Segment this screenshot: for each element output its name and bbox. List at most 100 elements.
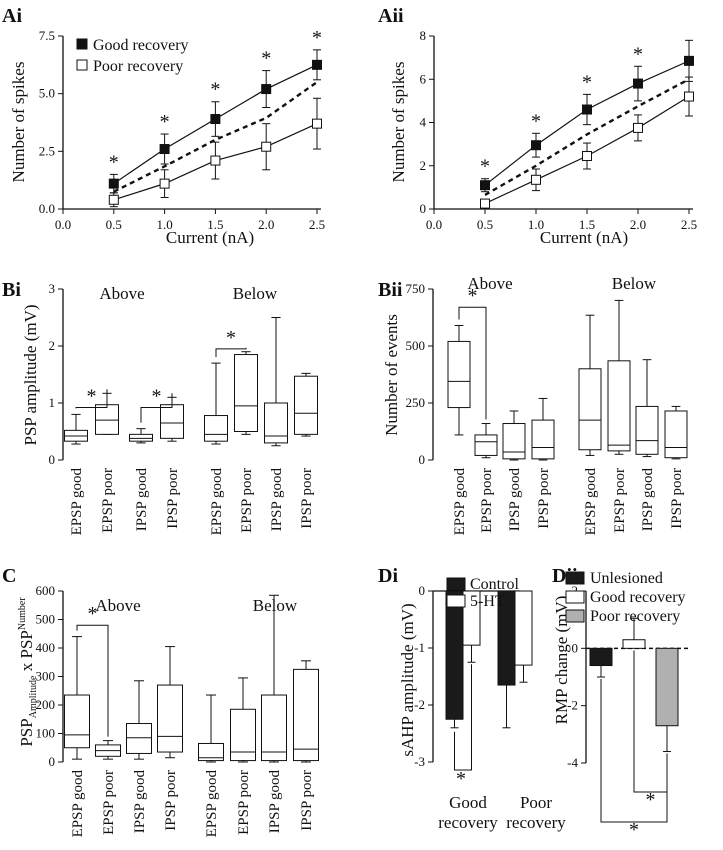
dii-sig-star: *: [629, 819, 639, 841]
ai-sig-star: *: [312, 27, 322, 49]
bii-box: [447, 340, 471, 409]
ai-y-tick-label: 0.0: [39, 201, 55, 216]
c-box: [261, 694, 287, 762]
bii-category-label: IPSP good: [640, 468, 656, 532]
ai-y-tick-label: 2.5: [39, 143, 55, 158]
bi-box: [129, 433, 153, 442]
panel-label-Di: Di: [378, 565, 398, 587]
bii-box: [531, 419, 555, 460]
bi-y-tick-label: 2: [49, 338, 56, 353]
di-y-tick-label: -2: [414, 697, 425, 712]
aii-point: [480, 180, 490, 191]
bii-category-label: IPSP poor: [536, 468, 552, 529]
ai-point: [312, 59, 322, 70]
panel-label-Ai: Ai: [2, 5, 22, 27]
di-bar: [445, 590, 464, 720]
di-bar: [514, 590, 533, 666]
bi-category-label: EPSP poor: [239, 468, 255, 533]
bii-y-tick-label: 0: [419, 452, 426, 467]
bii-sig-bracket: [458, 306, 487, 420]
bii-category-label: EPSP good: [583, 468, 599, 536]
bi-box: [95, 404, 119, 435]
ai-sig-star: *: [160, 111, 170, 133]
ai-x-tick-label: 1.0: [156, 217, 172, 232]
aii-point: [531, 174, 541, 185]
dii-y-tick-label: 0: [572, 640, 579, 655]
c-sig-bracket: [76, 624, 109, 737]
aii-y-tick-label: 0: [420, 201, 427, 216]
c-box: [198, 742, 224, 762]
ai-xlabel: Current (nA): [166, 228, 254, 247]
dii-y-tick-label: -2: [567, 698, 578, 713]
dii-legend-label: Unlesioned: [590, 570, 663, 587]
di-sig-star: *: [456, 768, 466, 790]
di-sig-bracket: [454, 664, 472, 771]
aii-sig-star: *: [480, 156, 490, 178]
ai-sig-star: *: [210, 79, 220, 101]
aii-sig-star: *: [531, 110, 541, 132]
c-group-below: Below: [253, 596, 298, 615]
dii-bar: [589, 647, 613, 667]
bi-group-below: Below: [233, 284, 278, 303]
c-category-label: IPSP poor: [163, 770, 179, 831]
c-category-label: IPSP good: [267, 770, 283, 834]
aii-point: [684, 55, 694, 66]
c-y-tick-label: 100: [36, 726, 56, 741]
ai-point: [159, 144, 170, 155]
bii-box: [607, 360, 631, 452]
bi-category-label: IPSP good: [269, 468, 285, 532]
bii-category-label: IPSP good: [507, 468, 523, 532]
ai-point: [312, 118, 322, 129]
c-y-tick-label: 400: [36, 640, 56, 655]
ai-legend-marker: [76, 59, 88, 71]
bi-category-label: IPSP good: [134, 468, 150, 532]
bi-group-above: Above: [99, 284, 144, 303]
ai-legend-label: Poor recovery: [93, 58, 183, 75]
aii-x-tick-label: 2.0: [630, 217, 646, 232]
bii-ylabel: Number of events: [382, 314, 401, 436]
panel-label-Bi: Bi: [2, 279, 21, 301]
aii-point: [684, 91, 694, 102]
aii-y-tick-label: 8: [420, 28, 427, 43]
bii-category-label: EPSP poor: [479, 468, 495, 533]
bi-category-label: EPSP good: [69, 468, 85, 536]
ai-y-tick-label: 5.0: [39, 86, 55, 101]
bi-category-label: IPSP poor: [165, 468, 181, 529]
c-category-label: IPSP poor: [299, 770, 315, 831]
c-box: [157, 684, 183, 753]
ai-point: [210, 114, 221, 125]
bi-box: [160, 404, 184, 439]
dii-sig-bracket: [633, 650, 668, 793]
c-y-tick-label: 600: [36, 583, 56, 598]
c-category-label: IPSP good: [132, 770, 148, 834]
bi-sig-bracket: [75, 389, 108, 409]
bi-box: [294, 375, 318, 435]
aii-x-tick-label: 0.0: [426, 217, 442, 232]
aii-sig-star: *: [633, 43, 643, 65]
aii-point: [531, 140, 541, 151]
bi-y-tick-label: 3: [49, 281, 56, 296]
dii-legend-swatch: [565, 590, 585, 604]
ai-point: [108, 194, 119, 205]
c-category-label: EPSP good: [70, 770, 86, 838]
bii-y-tick-label: 250: [406, 395, 426, 410]
c-y-tick-label: 200: [36, 697, 56, 712]
di-y-tick-label: 0: [419, 583, 426, 598]
bii-box: [502, 423, 526, 460]
bi-y-tick-label: 1: [49, 395, 56, 410]
bii-category-label: EPSP good: [452, 468, 468, 536]
aii-x-tick-label: 2.5: [681, 217, 697, 232]
panel-label-Aii: Aii: [378, 5, 404, 27]
panel-label-C: C: [2, 565, 16, 587]
dii-legend-swatch: [565, 571, 585, 585]
aii-y-tick-label: 4: [420, 115, 427, 130]
aii-y-tick-label: 2: [420, 158, 427, 173]
ai-point: [108, 178, 119, 189]
dii-legend-label: Good recovery: [590, 589, 686, 606]
bii-box: [474, 434, 498, 456]
dii-bar: [655, 647, 679, 727]
di-group-label-poor: Poor recovery: [506, 793, 566, 832]
ai-x-tick-label: 1.5: [207, 217, 223, 232]
ai-y-tick-label: 7.5: [39, 28, 55, 43]
